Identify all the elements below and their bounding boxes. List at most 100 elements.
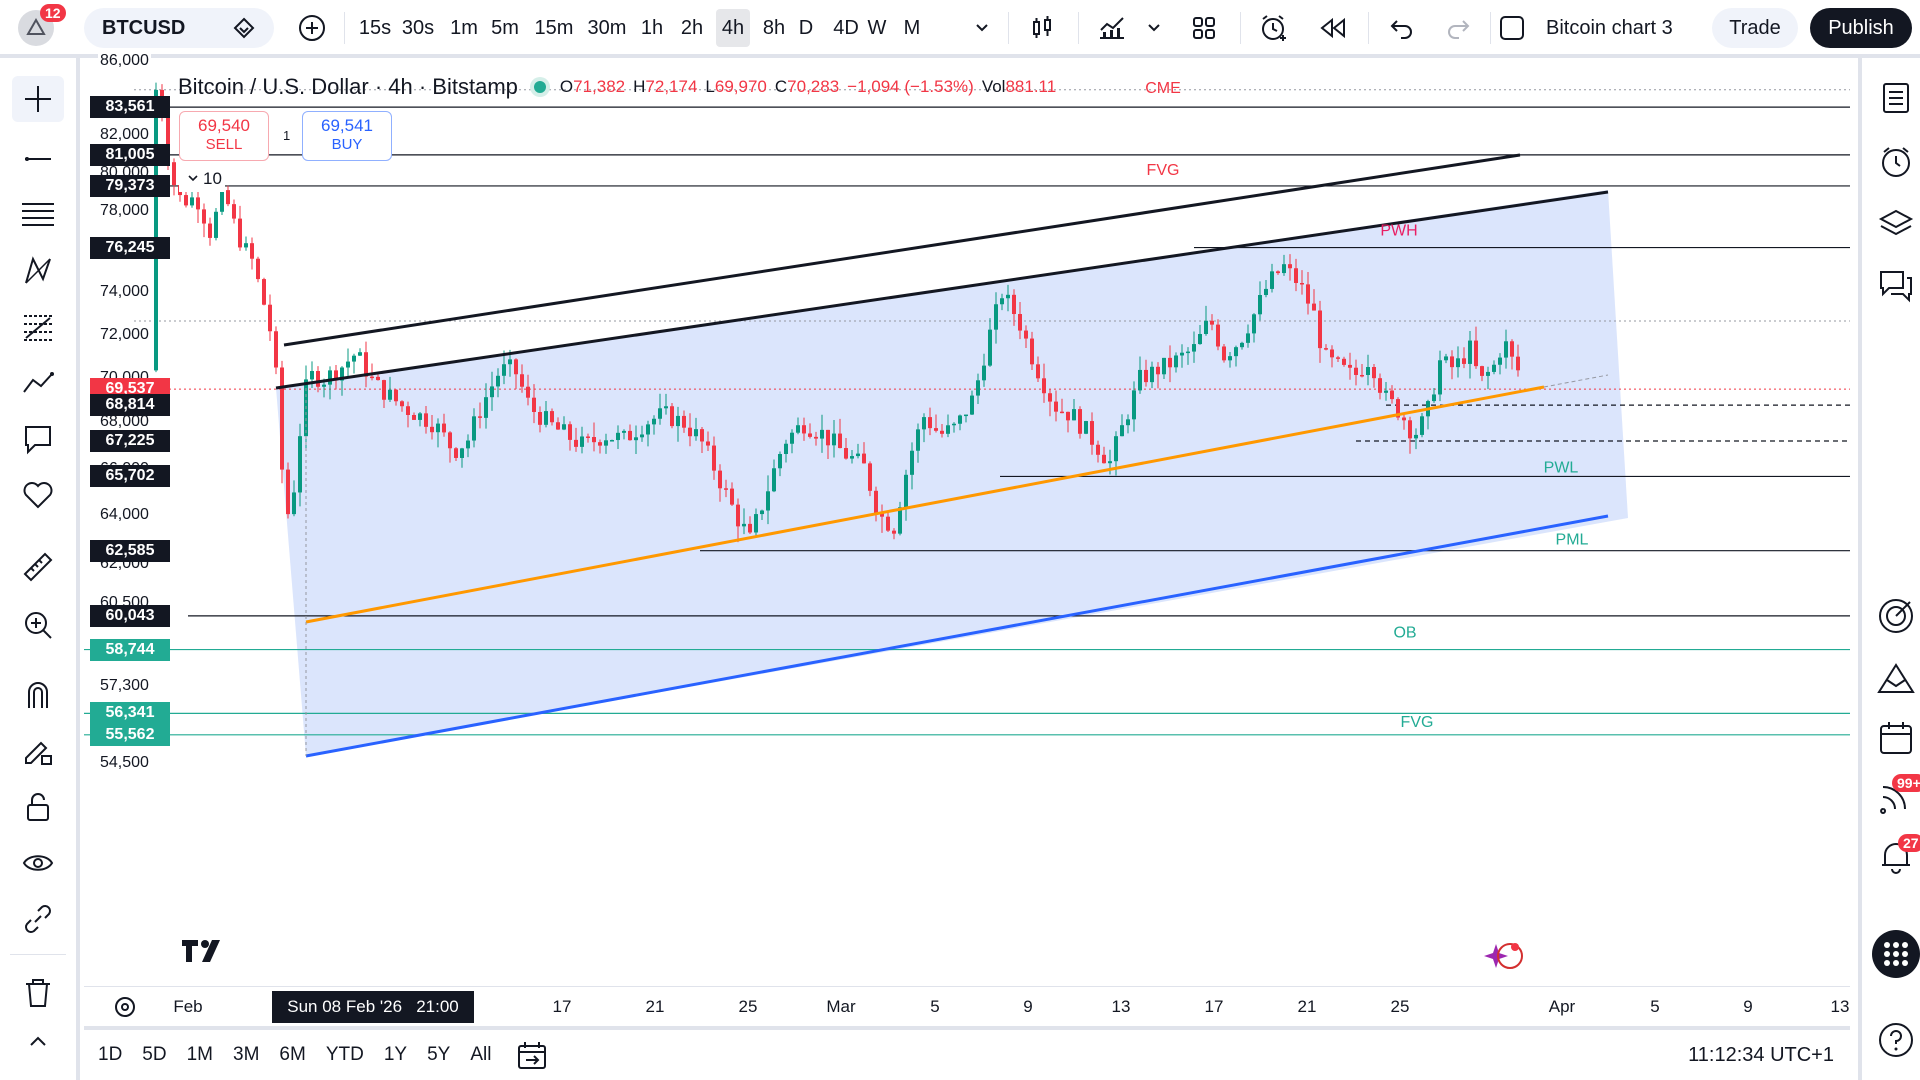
interval-dropdown[interactable] <box>970 9 994 47</box>
annotation-tool[interactable] <box>12 416 64 462</box>
pattern-tool[interactable] <box>12 248 64 294</box>
range-all[interactable]: All <box>470 1044 492 1065</box>
candle-body <box>262 279 266 305</box>
undo-button[interactable] <box>1382 9 1422 47</box>
level-label-pwh[interactable]: PWH <box>1380 223 1417 240</box>
channel-fill[interactable] <box>276 190 1628 756</box>
calendar-button[interactable] <box>1874 716 1918 760</box>
range-6m[interactable]: 6M <box>279 1044 306 1065</box>
symbol-title[interactable]: Bitcoin / U.S. Dollar · 4h · Bitstamp <box>178 74 518 99</box>
hotlists-button[interactable] <box>1874 656 1918 700</box>
buy-button[interactable]: 69,541 BUY <box>302 111 392 161</box>
undo-icon <box>1390 20 1412 39</box>
interval-W[interactable]: W <box>867 16 887 39</box>
publish-button[interactable]: Publish <box>1810 8 1912 48</box>
replay-button[interactable] <box>1312 9 1352 47</box>
time-axis[interactable]: Feb 17 21 25 Mar 5 9 13 17 21 25 Apr 5 9 13 Sun 08 Feb … <box>84 986 1850 1026</box>
interval-4D[interactable]: 4D <box>833 16 859 39</box>
level-label-pml[interactable]: PML <box>1556 532 1589 549</box>
link-tool[interactable] <box>12 896 64 942</box>
zoom-tool[interactable] <box>12 602 64 648</box>
chats-button[interactable] <box>1874 264 1918 308</box>
candle-body <box>1462 358 1466 364</box>
tradingview-logo-button[interactable]: 12 <box>18 4 66 46</box>
magnet-tool[interactable] <box>12 672 64 718</box>
layout-name-button[interactable]: Bitcoin chart 3 <box>1498 9 1698 47</box>
chart-settings-button[interactable] <box>112 994 138 1025</box>
range-5y[interactable]: 5Y <box>427 1044 451 1065</box>
forecast-tool[interactable] <box>12 360 64 406</box>
channel-upper-line[interactable] <box>275 190 1609 390</box>
interval-2h[interactable]: 2h <box>680 16 704 39</box>
more-tools[interactable] <box>12 1026 64 1056</box>
level-label-fvg-top[interactable]: FVG <box>1147 162 1180 179</box>
date-range-button[interactable] <box>516 1040 548 1075</box>
compare-diamond-icon[interactable] <box>232 16 256 40</box>
range-1y[interactable]: 1Y <box>383 1044 408 1065</box>
icon-tool[interactable] <box>12 472 64 518</box>
horizontal-lines-tool[interactable] <box>12 192 64 238</box>
range-3m[interactable]: 3M <box>233 1044 260 1065</box>
watchlist-button[interactable] <box>1874 76 1918 120</box>
clock-readout[interactable]: 11:12:34 UTC+1 <box>1688 1044 1834 1066</box>
redo-button[interactable] <box>1438 9 1478 47</box>
indicators-button[interactable] <box>1092 9 1132 47</box>
chart-type-button[interactable] <box>1022 9 1062 47</box>
quantity-selector[interactable]: 10 <box>179 166 225 192</box>
range-1d[interactable]: 1D <box>98 1044 123 1065</box>
trade-button[interactable]: Trade <box>1712 8 1798 48</box>
symbol-search[interactable]: BTCUSD <box>84 8 274 48</box>
interval-30m[interactable]: 30m <box>587 16 627 39</box>
sell-button[interactable]: 69,540 SELL <box>179 111 269 161</box>
upper-trend-line[interactable] <box>283 153 1521 347</box>
candle-body <box>676 415 680 427</box>
add-symbol-button[interactable] <box>292 9 332 47</box>
level-label-fvg-bottom[interactable]: FVG <box>1401 714 1434 731</box>
level-label-ob[interactable]: OB <box>1393 625 1416 642</box>
crosshair-tool[interactable] <box>12 76 64 122</box>
fib-tool[interactable] <box>12 304 64 350</box>
range-ytd[interactable]: YTD <box>325 1044 364 1065</box>
interval-1h[interactable]: 1h <box>640 16 664 39</box>
chart-area[interactable]: CME FVG PWH PWL PML OB FVG Bitcoin / U.S. Doll… <box>84 52 1850 1080</box>
lock-icon <box>27 793 49 821</box>
channel-lower-line[interactable] <box>305 514 1609 758</box>
interval-1m[interactable]: 1m <box>450 16 478 39</box>
products-button[interactable] <box>1872 930 1920 978</box>
alert-button[interactable] <box>1254 9 1294 47</box>
interval-15s[interactable]: 15s <box>358 16 392 39</box>
object-tree-button[interactable] <box>1874 202 1918 246</box>
range-1m[interactable]: 1M <box>186 1044 213 1065</box>
level-label-cme[interactable]: CME <box>1145 80 1181 97</box>
channel-midline[interactable] <box>305 385 1545 624</box>
news-feed-button[interactable]: 99+ <box>1874 774 1920 818</box>
tradingview-watermark[interactable] <box>180 936 228 969</box>
indicators-dropdown[interactable] <box>1142 9 1166 47</box>
trend-line-tool[interactable] <box>12 136 64 182</box>
ai-assistant-button[interactable] <box>1482 938 1526 979</box>
interval-4h[interactable]: 4h <box>716 9 750 47</box>
notifications-button[interactable]: 27 <box>1874 834 1920 878</box>
zoom-in-icon <box>25 612 52 639</box>
chart-canvas[interactable]: CME FVG PWH PWL PML OB FVG <box>84 62 1850 1080</box>
interval-15m[interactable]: 15m <box>534 16 574 39</box>
alerts-panel-button[interactable] <box>1874 140 1918 184</box>
calendar-range-icon <box>518 1042 546 1069</box>
stay-drawing-tool[interactable] <box>12 728 64 774</box>
market-status-dot[interactable] <box>533 81 546 93</box>
remove-drawings-tool[interactable] <box>12 970 64 1016</box>
range-5d[interactable]: 5D <box>142 1044 167 1065</box>
measure-tool[interactable] <box>12 544 64 590</box>
interval-D[interactable]: D <box>798 16 814 39</box>
interval-M[interactable]: M <box>903 16 921 39</box>
interval-8h[interactable]: 8h <box>762 16 786 39</box>
level-label-pwl[interactable]: PWL <box>1544 459 1579 476</box>
interval-5m[interactable]: 5m <box>491 16 519 39</box>
time-tick: 17 <box>1204 997 1224 1016</box>
hide-drawings-tool[interactable] <box>12 840 64 886</box>
layouts-button[interactable] <box>1184 9 1224 47</box>
help-button[interactable] <box>1874 1018 1918 1062</box>
lock-drawings-tool[interactable] <box>12 784 64 830</box>
ideas-button[interactable] <box>1874 594 1918 638</box>
interval-30s[interactable]: 30s <box>401 16 435 39</box>
